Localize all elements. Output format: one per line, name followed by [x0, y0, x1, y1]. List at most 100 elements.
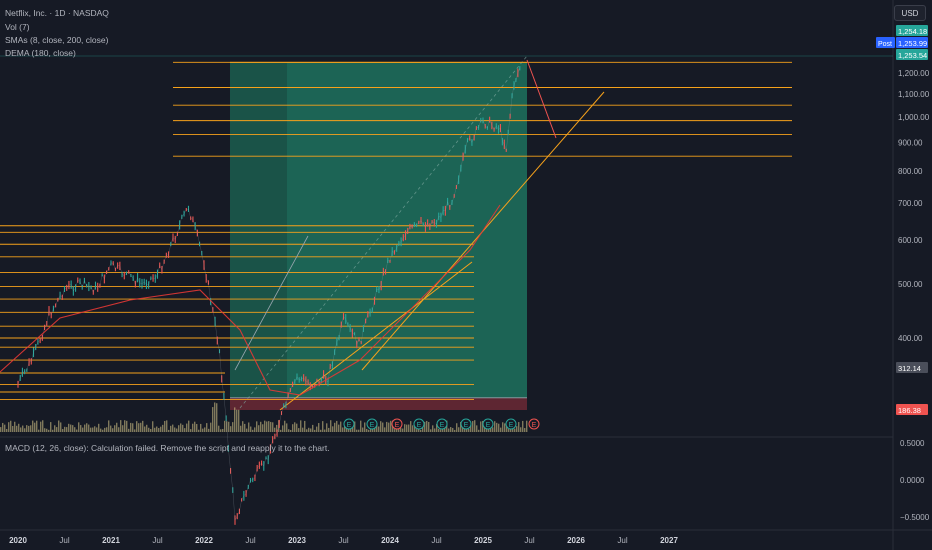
volume-bar — [342, 427, 344, 432]
volume-bar — [498, 423, 500, 432]
vol-indicator-label[interactable]: Vol (7) — [5, 22, 30, 32]
volume-bar — [254, 427, 256, 432]
volume-bar — [282, 425, 284, 432]
volume-bar — [192, 423, 194, 432]
volume-bar — [74, 427, 76, 432]
sma-indicator-label[interactable]: SMAs (8, close, 200, close) — [5, 35, 109, 45]
volume-bar — [146, 424, 148, 432]
volume-bar — [260, 421, 262, 432]
volume-bar — [90, 427, 92, 432]
earnings-marker-label: E — [509, 422, 514, 429]
volume-bar — [26, 425, 28, 432]
volume-bar — [68, 423, 70, 432]
price-axis-tick: 900.00 — [898, 138, 923, 147]
volume-bar — [148, 427, 150, 432]
volume-bar — [274, 427, 276, 432]
volume-bar — [32, 420, 34, 432]
price-axis-tick: 600.00 — [898, 236, 923, 245]
volume-bar — [52, 429, 54, 432]
price-tag-bg — [896, 37, 928, 48]
volume-bar — [300, 420, 302, 432]
volume-bar — [360, 420, 362, 432]
time-axis-label: Jul — [524, 536, 534, 545]
volume-bar — [402, 428, 404, 432]
volume-bar — [316, 426, 318, 432]
volume-bar — [174, 427, 176, 432]
time-axis-label: Jul — [431, 536, 441, 545]
currency-button[interactable]: USD — [894, 5, 926, 21]
position-loss-zone — [230, 397, 527, 410]
volume-bar — [522, 420, 524, 432]
time-axis-label: 2026 — [567, 536, 585, 545]
volume-bar — [188, 420, 190, 432]
volume-bar — [92, 427, 94, 432]
volume-bar — [118, 427, 120, 432]
volume-bar — [514, 428, 516, 432]
symbol-title[interactable]: Netflix, Inc. · 1D · NASDAQ — [5, 8, 109, 18]
volume-bar — [388, 422, 390, 432]
volume-bar — [344, 424, 346, 432]
price-tag-bg — [896, 25, 928, 36]
volume-bar — [140, 422, 142, 432]
volume-bar — [336, 420, 338, 432]
volume-bar — [62, 429, 64, 432]
volume-bar — [206, 423, 208, 432]
volume-bar — [298, 428, 300, 432]
volume-bar — [102, 429, 104, 432]
volume-bar — [384, 427, 386, 432]
volume-bar — [314, 429, 316, 432]
price-line — [17, 68, 521, 521]
volume-bar — [144, 426, 146, 432]
volume-bar — [48, 429, 50, 432]
volume-bar — [500, 427, 502, 432]
volume-bar — [156, 426, 158, 432]
volume-bar — [518, 422, 520, 432]
volume-bar — [226, 421, 228, 432]
earnings-marker-label: E — [532, 422, 537, 429]
volume-bar — [428, 421, 430, 432]
volume-bar — [184, 428, 186, 432]
volume-bar — [280, 429, 282, 432]
dema-indicator-label[interactable]: DEMA (180, close) — [5, 48, 76, 58]
volume-bar — [426, 420, 428, 432]
volume-bar — [150, 428, 152, 432]
price-tag-bg — [896, 49, 928, 60]
volume-bar — [106, 427, 108, 432]
time-axis-label: Jul — [59, 536, 69, 545]
volume-bar — [222, 428, 224, 432]
time-axis-label: 2023 — [288, 536, 306, 545]
price-axis-tick: 700.00 — [898, 199, 923, 208]
volume-bar — [94, 426, 96, 432]
earnings-marker-label: E — [370, 422, 375, 429]
time-axis-label: Jul — [338, 536, 348, 545]
volume-bar — [516, 426, 518, 432]
volume-bar — [72, 425, 74, 432]
volume-bar — [496, 422, 498, 432]
volume-bar — [352, 424, 354, 432]
volume-bar — [180, 423, 182, 432]
volume-bar — [0, 427, 2, 432]
earnings-marker-label: E — [464, 422, 469, 429]
macd-indicator-label[interactable]: MACD (12, 26, close): Calculation failed… — [5, 443, 330, 453]
volume-bar — [378, 426, 380, 432]
time-axis-label: 2027 — [660, 536, 678, 545]
earnings-marker-label: E — [440, 422, 445, 429]
volume-bar — [472, 421, 474, 432]
volume-bar — [28, 425, 30, 432]
volume-bar — [12, 425, 14, 432]
volume-bar — [194, 421, 196, 432]
volume-bar — [440, 429, 442, 432]
volume-bar — [376, 423, 378, 432]
volume-bar — [214, 402, 216, 432]
volume-bar — [248, 422, 250, 432]
volume-bar — [22, 425, 24, 432]
volume-bar — [58, 420, 60, 432]
price-tag-text: 1,254.18 — [898, 27, 927, 36]
volume-bar — [18, 423, 20, 432]
volume-bar — [30, 425, 32, 432]
volume-bar — [212, 407, 214, 432]
earnings-marker — [366, 418, 378, 430]
volume-bar — [340, 421, 342, 432]
earnings-marker-label: E — [486, 422, 491, 429]
